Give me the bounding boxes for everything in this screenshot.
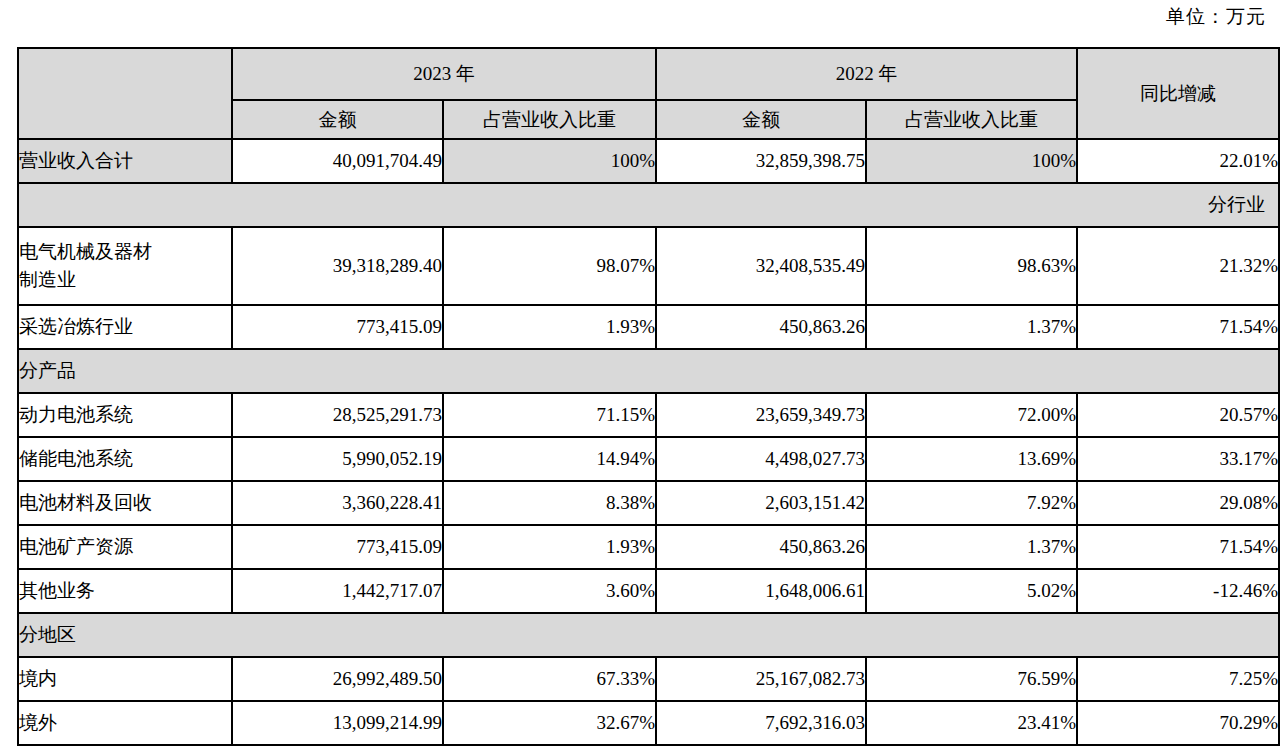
row-label: 电池矿产资源 [18,525,232,569]
ratio-2022-cell: 1.37% [866,305,1077,349]
yoy-cell: 20.57% [1077,393,1279,437]
section-row-product: 分产品 [18,349,1279,393]
revenue-breakdown-table: 2023 年 2022 年 同比增减 金额 占营业收入比重 金额 占营业收入比重… [17,47,1280,746]
header-year-2022: 2022 年 [656,48,1077,100]
ratio-2023-cell: 71.15% [443,393,656,437]
row-label: 其他业务 [18,569,232,613]
section-label: 分产品 [18,349,1279,393]
ratio-2023-cell: 67.33% [443,657,656,701]
ratio-2023-cell: 98.07% [443,227,656,305]
table-row: 储能电池系统 5,990,052.19 14.94% 4,498,027.73 … [18,437,1279,481]
table-row: 采选冶炼行业 773,415.09 1.93% 450,863.26 1.37%… [18,305,1279,349]
amount-2022-cell: 32,408,535.49 [656,227,866,305]
ratio-2022-cell: 72.00% [866,393,1077,437]
amount-2022-cell: 7,692,316.03 [656,701,866,745]
ratio-2023-cell: 3.60% [443,569,656,613]
row-label: 储能电池系统 [18,437,232,481]
amount-2023-cell: 13,099,214.99 [232,701,443,745]
amount-2023-cell: 1,442,717.07 [232,569,443,613]
amount-2022-cell: 450,863.26 [656,305,866,349]
table-row: 动力电池系统 28,525,291.73 71.15% 23,659,349.7… [18,393,1279,437]
section-row-industry: 分行业 [18,183,1279,227]
amount-2023-cell: 773,415.09 [232,525,443,569]
table-row-total: 营业收入合计 40,091,704.49 100% 32,859,398.75 … [18,139,1279,183]
document-page: 单位：万元 2023 年 2022 年 同比增减 金额 占营业收入比重 金额 占… [0,0,1287,746]
amount-2022-cell: 32,859,398.75 [656,139,866,183]
ratio-2023-cell: 1.93% [443,525,656,569]
row-label: 采选冶炼行业 [18,305,232,349]
table-row: 其他业务 1,442,717.07 3.60% 1,648,006.61 5.0… [18,569,1279,613]
amount-2023-cell: 26,992,489.50 [232,657,443,701]
yoy-cell: 71.54% [1077,525,1279,569]
table-row: 境内 26,992,489.50 67.33% 25,167,082.73 76… [18,657,1279,701]
row-label-text: 电气机械及器材制造业 [19,232,167,301]
section-label: 分地区 [18,613,1279,657]
amount-2023-cell: 3,360,228.41 [232,481,443,525]
table-row: 电气机械及器材制造业 39,318,289.40 98.07% 32,408,5… [18,227,1279,305]
amount-2022-cell: 1,648,006.61 [656,569,866,613]
header-yoy: 同比增减 [1077,48,1279,139]
ratio-2022-cell: 23.41% [866,701,1077,745]
ratio-2023-cell: 8.38% [443,481,656,525]
table-row: 电池矿产资源 773,415.09 1.93% 450,863.26 1.37%… [18,525,1279,569]
section-label: 分行业 [18,183,1279,227]
table-row: 电池材料及回收 3,360,228.41 8.38% 2,603,151.42 … [18,481,1279,525]
yoy-cell: 70.29% [1077,701,1279,745]
yoy-cell: -12.46% [1077,569,1279,613]
header-amount-2022: 金额 [656,100,866,139]
ratio-2022-cell: 98.63% [866,227,1077,305]
row-label: 电气机械及器材制造业 [18,227,232,305]
header-ratio-2023: 占营业收入比重 [443,100,656,139]
amount-2022-cell: 450,863.26 [656,525,866,569]
amount-2022-cell: 23,659,349.73 [656,393,866,437]
header-empty-cell [18,48,232,139]
row-label: 营业收入合计 [18,139,232,183]
yoy-cell: 33.17% [1077,437,1279,481]
ratio-2022-cell: 5.02% [866,569,1077,613]
ratio-2023-cell: 14.94% [443,437,656,481]
yoy-cell: 21.32% [1077,227,1279,305]
table-row: 境外 13,099,214.99 32.67% 7,692,316.03 23.… [18,701,1279,745]
ratio-2023-cell: 100% [443,139,656,183]
row-label: 境内 [18,657,232,701]
ratio-2022-cell: 76.59% [866,657,1077,701]
yoy-cell: 71.54% [1077,305,1279,349]
amount-2022-cell: 25,167,082.73 [656,657,866,701]
amount-2022-cell: 2,603,151.42 [656,481,866,525]
section-row-region: 分地区 [18,613,1279,657]
amount-2023-cell: 28,525,291.73 [232,393,443,437]
amount-2023-cell: 40,091,704.49 [232,139,443,183]
yoy-cell: 22.01% [1077,139,1279,183]
ratio-2023-cell: 1.93% [443,305,656,349]
amount-2023-cell: 39,318,289.40 [232,227,443,305]
row-label: 电池材料及回收 [18,481,232,525]
amount-2022-cell: 4,498,027.73 [656,437,866,481]
header-year-2023: 2023 年 [232,48,656,100]
ratio-2022-cell: 100% [866,139,1077,183]
ratio-2022-cell: 1.37% [866,525,1077,569]
row-label: 境外 [18,701,232,745]
yoy-cell: 7.25% [1077,657,1279,701]
ratio-2022-cell: 13.69% [866,437,1077,481]
row-label: 动力电池系统 [18,393,232,437]
header-ratio-2022: 占营业收入比重 [866,100,1077,139]
yoy-cell: 29.08% [1077,481,1279,525]
ratio-2023-cell: 32.67% [443,701,656,745]
header-row-years: 2023 年 2022 年 同比增减 [18,48,1279,100]
ratio-2022-cell: 7.92% [866,481,1077,525]
unit-label: 单位：万元 [1166,4,1266,30]
amount-2023-cell: 773,415.09 [232,305,443,349]
header-amount-2023: 金额 [232,100,443,139]
amount-2023-cell: 5,990,052.19 [232,437,443,481]
